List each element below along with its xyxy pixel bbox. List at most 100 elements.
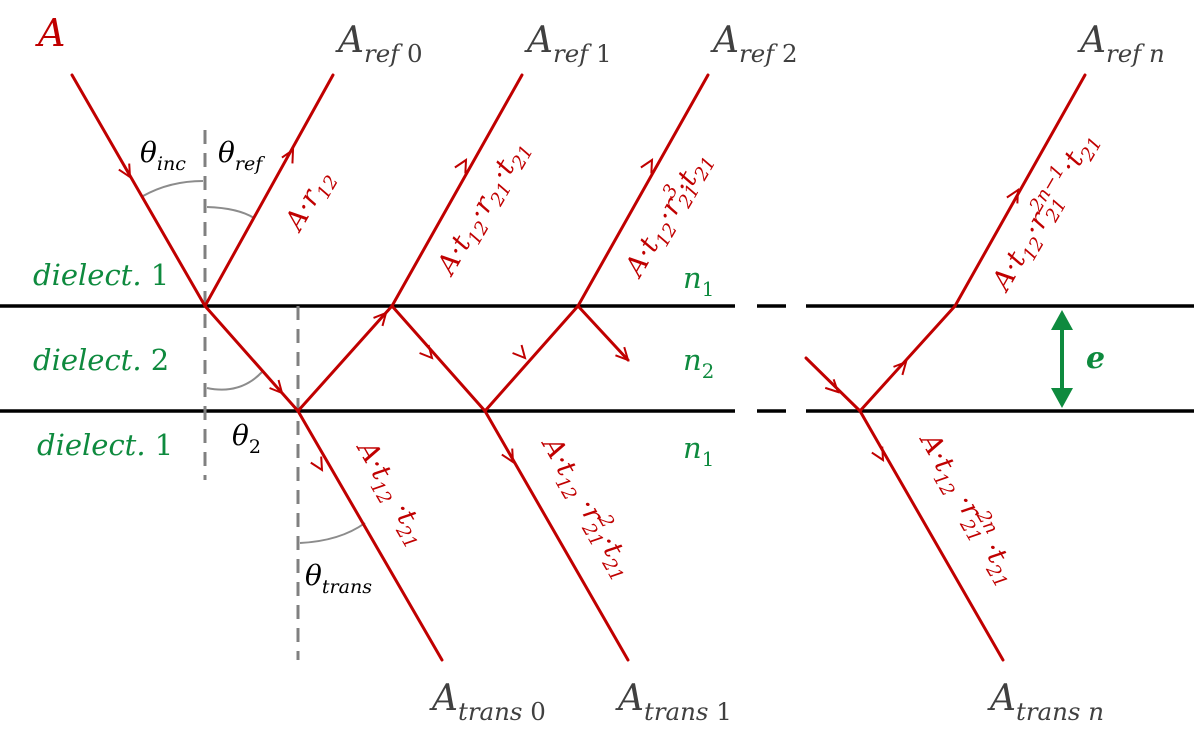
reflected-amplitude-0: A·r12 (278, 164, 343, 241)
transmitted-amplitude-1: A·t12 ·r212 ·t21 (530, 428, 644, 586)
math-segment: dielect. (33, 343, 151, 377)
math-segment: 2 (249, 436, 261, 458)
arc-reflected (206, 206, 255, 219)
index-bottom-label: n1 (683, 431, 714, 471)
arrowhead-icon (1006, 188, 1020, 204)
arc-transmitted (299, 522, 366, 544)
reflected-amplitude-n: A·t12·r212n−1·t21 (982, 124, 1107, 301)
transmitted-ray-1 (483, 409, 630, 662)
reflected-label-0: Aref 0 (335, 20, 423, 68)
math-segment: ref (553, 39, 592, 68)
math-segment: θ (232, 419, 249, 452)
transmitted-ray-n (858, 409, 1005, 662)
arc-refracted (206, 371, 263, 391)
math-segment: 2 (774, 39, 797, 68)
math-segment: A·t (349, 433, 397, 485)
angle-incident-label: θinc (140, 136, 186, 175)
arrowhead-icon (615, 346, 630, 362)
math-segment: inc (157, 153, 186, 175)
reflected-ray-n (953, 73, 1087, 308)
medium-top-label: dielect. 1 (33, 258, 169, 292)
math-segment: A (35, 11, 65, 55)
math-segment: 0 (522, 697, 545, 726)
arrowhead-icon (454, 158, 468, 174)
arrowhead-icon (281, 148, 295, 164)
arc-incident (142, 180, 204, 197)
math-segment: ref (739, 39, 778, 68)
thickness-arrow (1051, 310, 1073, 408)
transmitted-ray-0 (296, 409, 444, 662)
math-segment: trans (644, 697, 708, 726)
math-segment: 1 (702, 278, 715, 301)
math-segment: dielect. (33, 258, 151, 292)
angle-refracted-label: θ2 (232, 419, 261, 458)
math-segment: n (683, 261, 702, 295)
math-segment: ref (235, 153, 265, 175)
angle-reflected-label: θref (218, 136, 265, 175)
math-segment: 2 (702, 360, 715, 383)
thickness-arrow-head-bottom (1051, 388, 1073, 408)
math-segment: 2 (151, 343, 169, 377)
index-top-label: n1 (683, 261, 714, 301)
math-segment: 1 (702, 448, 715, 471)
internal-ray-1 (296, 304, 394, 413)
arrowhead-icon (118, 163, 132, 179)
arrowhead-icon (893, 360, 908, 376)
arrowhead-icon (310, 456, 324, 472)
transmitted-label-1: Atrans 1 (615, 678, 732, 726)
math-segment: A (710, 20, 739, 61)
math-segment: 1 (588, 39, 611, 68)
arrowhead-icon (419, 344, 434, 360)
math-segment: 1 (155, 428, 173, 462)
math-segment: trans (322, 576, 372, 598)
medium-middle-label: dielect. 2 (33, 343, 169, 377)
medium-bottom-label: dielect. 1 (37, 428, 173, 462)
math-segment: A (1077, 20, 1106, 61)
internal-ray-n-in (804, 356, 862, 413)
internal-ray-n (858, 304, 957, 413)
reflected-ray-1 (390, 73, 524, 308)
reflected-ray-0 (203, 73, 335, 308)
incident-ray (70, 73, 207, 308)
math-segment: 0 (399, 39, 422, 68)
math-segment: n (683, 431, 702, 465)
math-segment: A (524, 20, 553, 61)
math-segment: ref (364, 39, 403, 68)
math-segment: trans n (1016, 697, 1104, 726)
reflected-label-2: Aref 2 (710, 20, 798, 68)
arrowhead-icon (373, 311, 388, 327)
angle-transmitted-label: θtrans (305, 559, 372, 598)
internal-ray-3 (483, 304, 580, 413)
reflected-label-1: Aref 1 (524, 20, 612, 68)
math-segment: A (429, 678, 458, 719)
math-segment: A (335, 20, 364, 61)
math-segment: A·t (534, 429, 582, 481)
arrowhead-icon (871, 446, 885, 462)
arrowhead-icon (824, 378, 840, 394)
arrowhead-icon (512, 344, 527, 360)
math-segment: A (615, 678, 644, 719)
math-segment: ref n (1106, 39, 1165, 68)
math-segment: A (987, 678, 1016, 719)
ray-arrows (118, 148, 1020, 472)
transmitted-label-n: Atrans n (987, 678, 1104, 726)
incident-label: A (35, 11, 65, 55)
math-segment: θ (140, 136, 157, 169)
math-segment: θ (305, 559, 322, 592)
index-middle-label: n2 (683, 343, 714, 383)
angle-arcs (142, 180, 366, 544)
arrowhead-icon (640, 158, 654, 174)
thickness-label: e (1086, 341, 1105, 376)
arrowhead-icon (269, 379, 284, 395)
arrowhead-icon (501, 448, 515, 464)
reflected-ray-2 (576, 73, 710, 308)
math-segment: dielect. (37, 428, 155, 462)
transmitted-amplitude-0: A·t12 ·t21 (345, 433, 435, 552)
reflected-label-n: Aref n (1077, 20, 1165, 68)
math-segment: n (683, 343, 702, 377)
math-segment: 1 (151, 258, 169, 292)
math-segment: e (1086, 341, 1105, 376)
math-segment: trans (458, 697, 522, 726)
